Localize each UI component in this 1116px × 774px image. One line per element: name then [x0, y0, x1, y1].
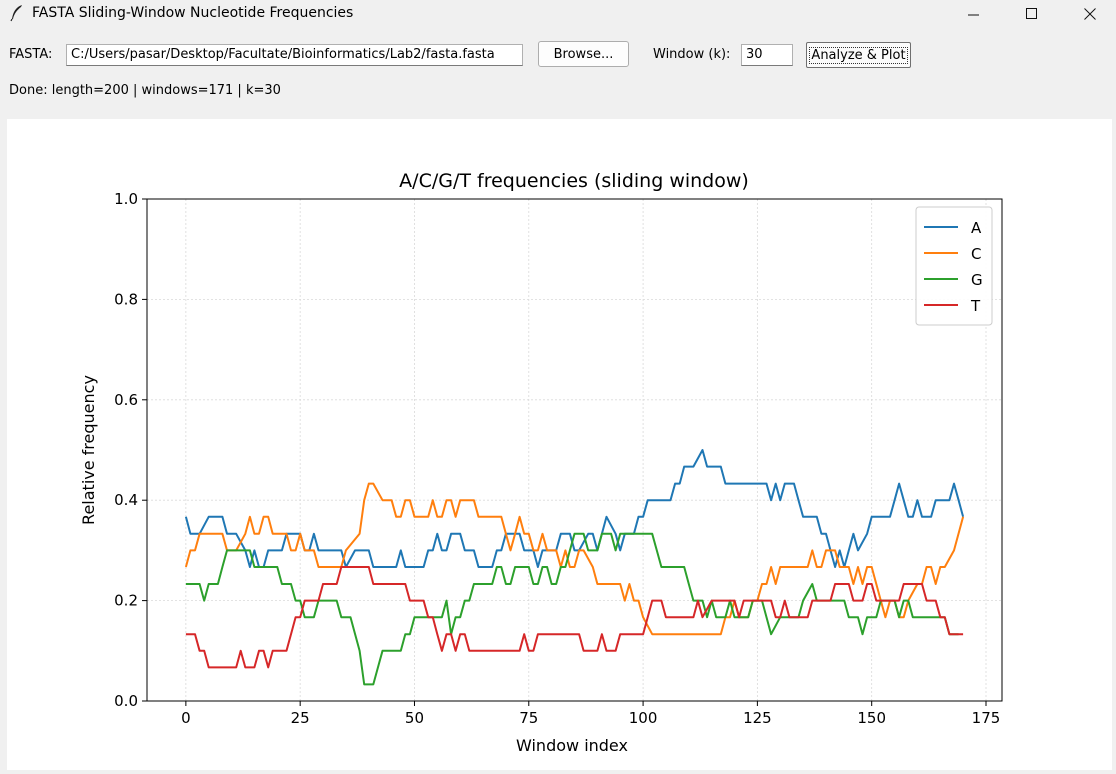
y-tick-label: 0.6 [114, 391, 138, 409]
window-label: Window (k): [653, 47, 731, 62]
analyze-plot-button-label: Analyze & Plot [809, 46, 908, 64]
x-tick-label: 25 [291, 709, 310, 727]
series-line-A [184, 449, 965, 568]
maximize-button[interactable] [1004, 0, 1060, 28]
y-tick-label: 0.2 [114, 592, 138, 610]
y-tick-label: 0.4 [114, 491, 138, 509]
x-tick-label: 50 [405, 709, 424, 727]
browse-button-label: Browse... [553, 46, 614, 62]
fasta-label: FASTA: [9, 47, 53, 62]
title-bar: FASTA Sliding-Window Nucleotide Frequenc… [0, 0, 1116, 28]
legend-label-T: T [970, 297, 981, 315]
close-button[interactable] [1062, 0, 1116, 28]
chart-title: A/C/G/T frequencies (sliding window) [399, 170, 749, 192]
series-line-T [185, 566, 964, 669]
y-tick-label: 0.0 [114, 692, 138, 710]
minimize-icon [968, 14, 979, 16]
plot-frame [146, 198, 1003, 702]
x-tick-label: 75 [519, 709, 538, 727]
minimize-button[interactable] [946, 0, 1002, 28]
fasta-path-input[interactable]: C:/Users/pasar/Desktop/Facultate/Bioinfo… [66, 44, 523, 66]
x-tick-label: 0 [181, 709, 191, 727]
legend-box [915, 206, 993, 326]
y-tick-label: 1.0 [114, 190, 138, 208]
frequency-chart: 0 25 50 75 100 125 150 175 0.0 0.2 0.4 0.6 0.8 1.0 A… [79, 170, 1003, 755]
x-tick-label: 175 [972, 709, 1001, 727]
window-title: FASTA Sliding-Window Nucleotide Frequenc… [32, 5, 354, 21]
maximize-icon [1026, 8, 1037, 19]
analyze-plot-button[interactable]: Analyze & Plot [806, 42, 911, 68]
x-tick-label: 150 [857, 709, 886, 727]
x-axis-label: Window index [516, 736, 628, 755]
series-lines [184, 449, 965, 686]
grid-lines [147, 198, 1002, 702]
legend-label-C: C [971, 245, 981, 263]
y-axis-ticks: 0.0 0.2 0.4 0.6 0.8 1.0 [114, 190, 147, 710]
plot-canvas: 0 25 50 75 100 125 150 175 0.0 0.2 0.4 0.6 0.8 1.0 A… [7, 119, 1112, 770]
y-axis-label: Relative frequency [79, 375, 98, 525]
feather-icon [10, 5, 22, 22]
status-text: Done: length=200 | windows=171 | k=30 [9, 83, 281, 98]
x-tick-label: 100 [629, 709, 658, 727]
legend-label-G: G [971, 271, 983, 289]
x-tick-label: 125 [743, 709, 772, 727]
legend-label-A: A [971, 219, 982, 237]
x-axis-ticks: 0 25 50 75 100 125 150 175 [181, 701, 1000, 727]
browse-button[interactable]: Browse... [538, 41, 629, 67]
close-icon [1084, 8, 1096, 20]
window-size-input[interactable]: 30 [741, 44, 793, 66]
series-line-G [185, 532, 959, 686]
series-line-C [184, 482, 965, 636]
y-tick-label: 0.8 [114, 290, 138, 308]
